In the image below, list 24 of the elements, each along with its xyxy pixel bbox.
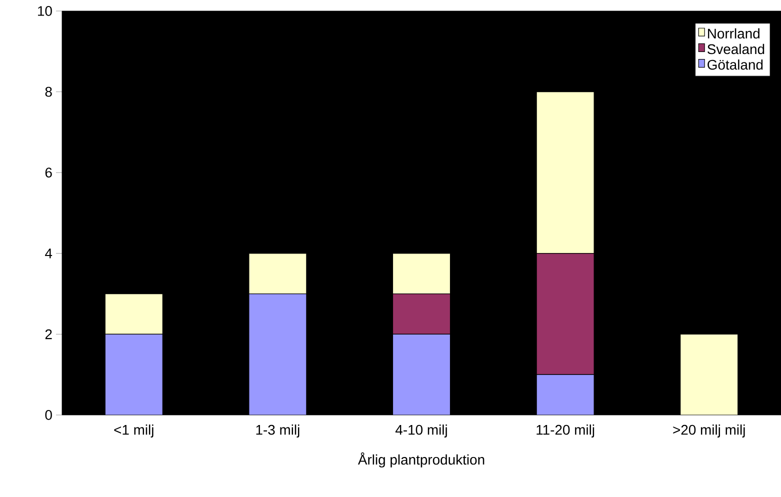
bar	[680, 334, 738, 415]
x-tick-label: 4-10 milj	[395, 424, 447, 438]
y-tick-label: 4	[45, 248, 52, 258]
bar	[104, 334, 163, 415]
y-tick-label: 0	[45, 410, 52, 420]
legend-label: Norrland	[708, 28, 760, 39]
bar	[536, 91, 594, 254]
y-tick-label: 2	[45, 329, 52, 340]
x-tick-label: <1 milj	[114, 424, 154, 438]
bar	[536, 374, 594, 415]
y-tick-label: 6	[45, 168, 52, 178]
x-axis-title: Årlig plantproduktion	[358, 452, 484, 468]
y-tick-label: 10	[38, 6, 52, 16]
x-tick-label: >20 milj milj	[673, 424, 745, 438]
bar	[392, 253, 451, 294]
bar	[104, 294, 163, 334]
x-tick-label: 11-20 milj	[536, 424, 594, 438]
bar	[248, 253, 307, 294]
bar	[392, 334, 451, 415]
legend-label: Götaland	[708, 59, 763, 70]
y-tick-label: 8	[45, 86, 52, 97]
bar	[248, 294, 307, 415]
legend-label: Svealand	[708, 44, 764, 54]
x-tick-label: 1-3 milj	[256, 424, 300, 438]
